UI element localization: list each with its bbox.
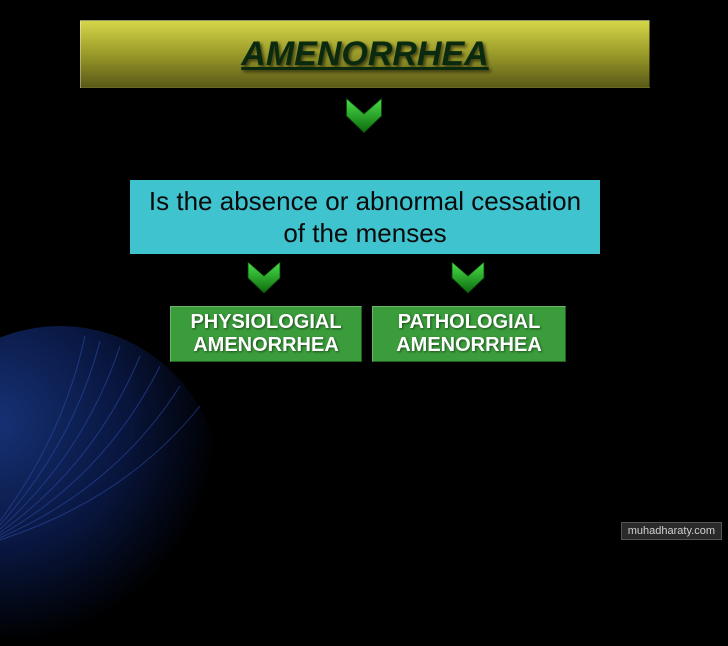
down-arrow-icon xyxy=(448,258,488,298)
category-label: PHYSIOLOGIAL AMENORRHEA xyxy=(171,311,361,357)
category-label: PATHOLOGIAL AMENORRHEA xyxy=(373,311,565,357)
watermark: muhadharaty.com xyxy=(621,522,722,540)
title-banner: AMENORRHEA xyxy=(80,20,650,88)
category-box-0: PHYSIOLOGIAL AMENORRHEA xyxy=(170,306,362,362)
watermark-text: muhadharaty.com xyxy=(628,525,715,537)
title-text: AMENORRHEA xyxy=(241,35,488,74)
down-arrow-icon xyxy=(342,94,386,138)
definition-text: Is the absence or abnormal cessation of … xyxy=(140,185,590,250)
definition-box: Is the absence or abnormal cessation of … xyxy=(130,180,600,254)
down-arrow-icon xyxy=(244,258,284,298)
category-box-1: PATHOLOGIAL AMENORRHEA xyxy=(372,306,566,362)
